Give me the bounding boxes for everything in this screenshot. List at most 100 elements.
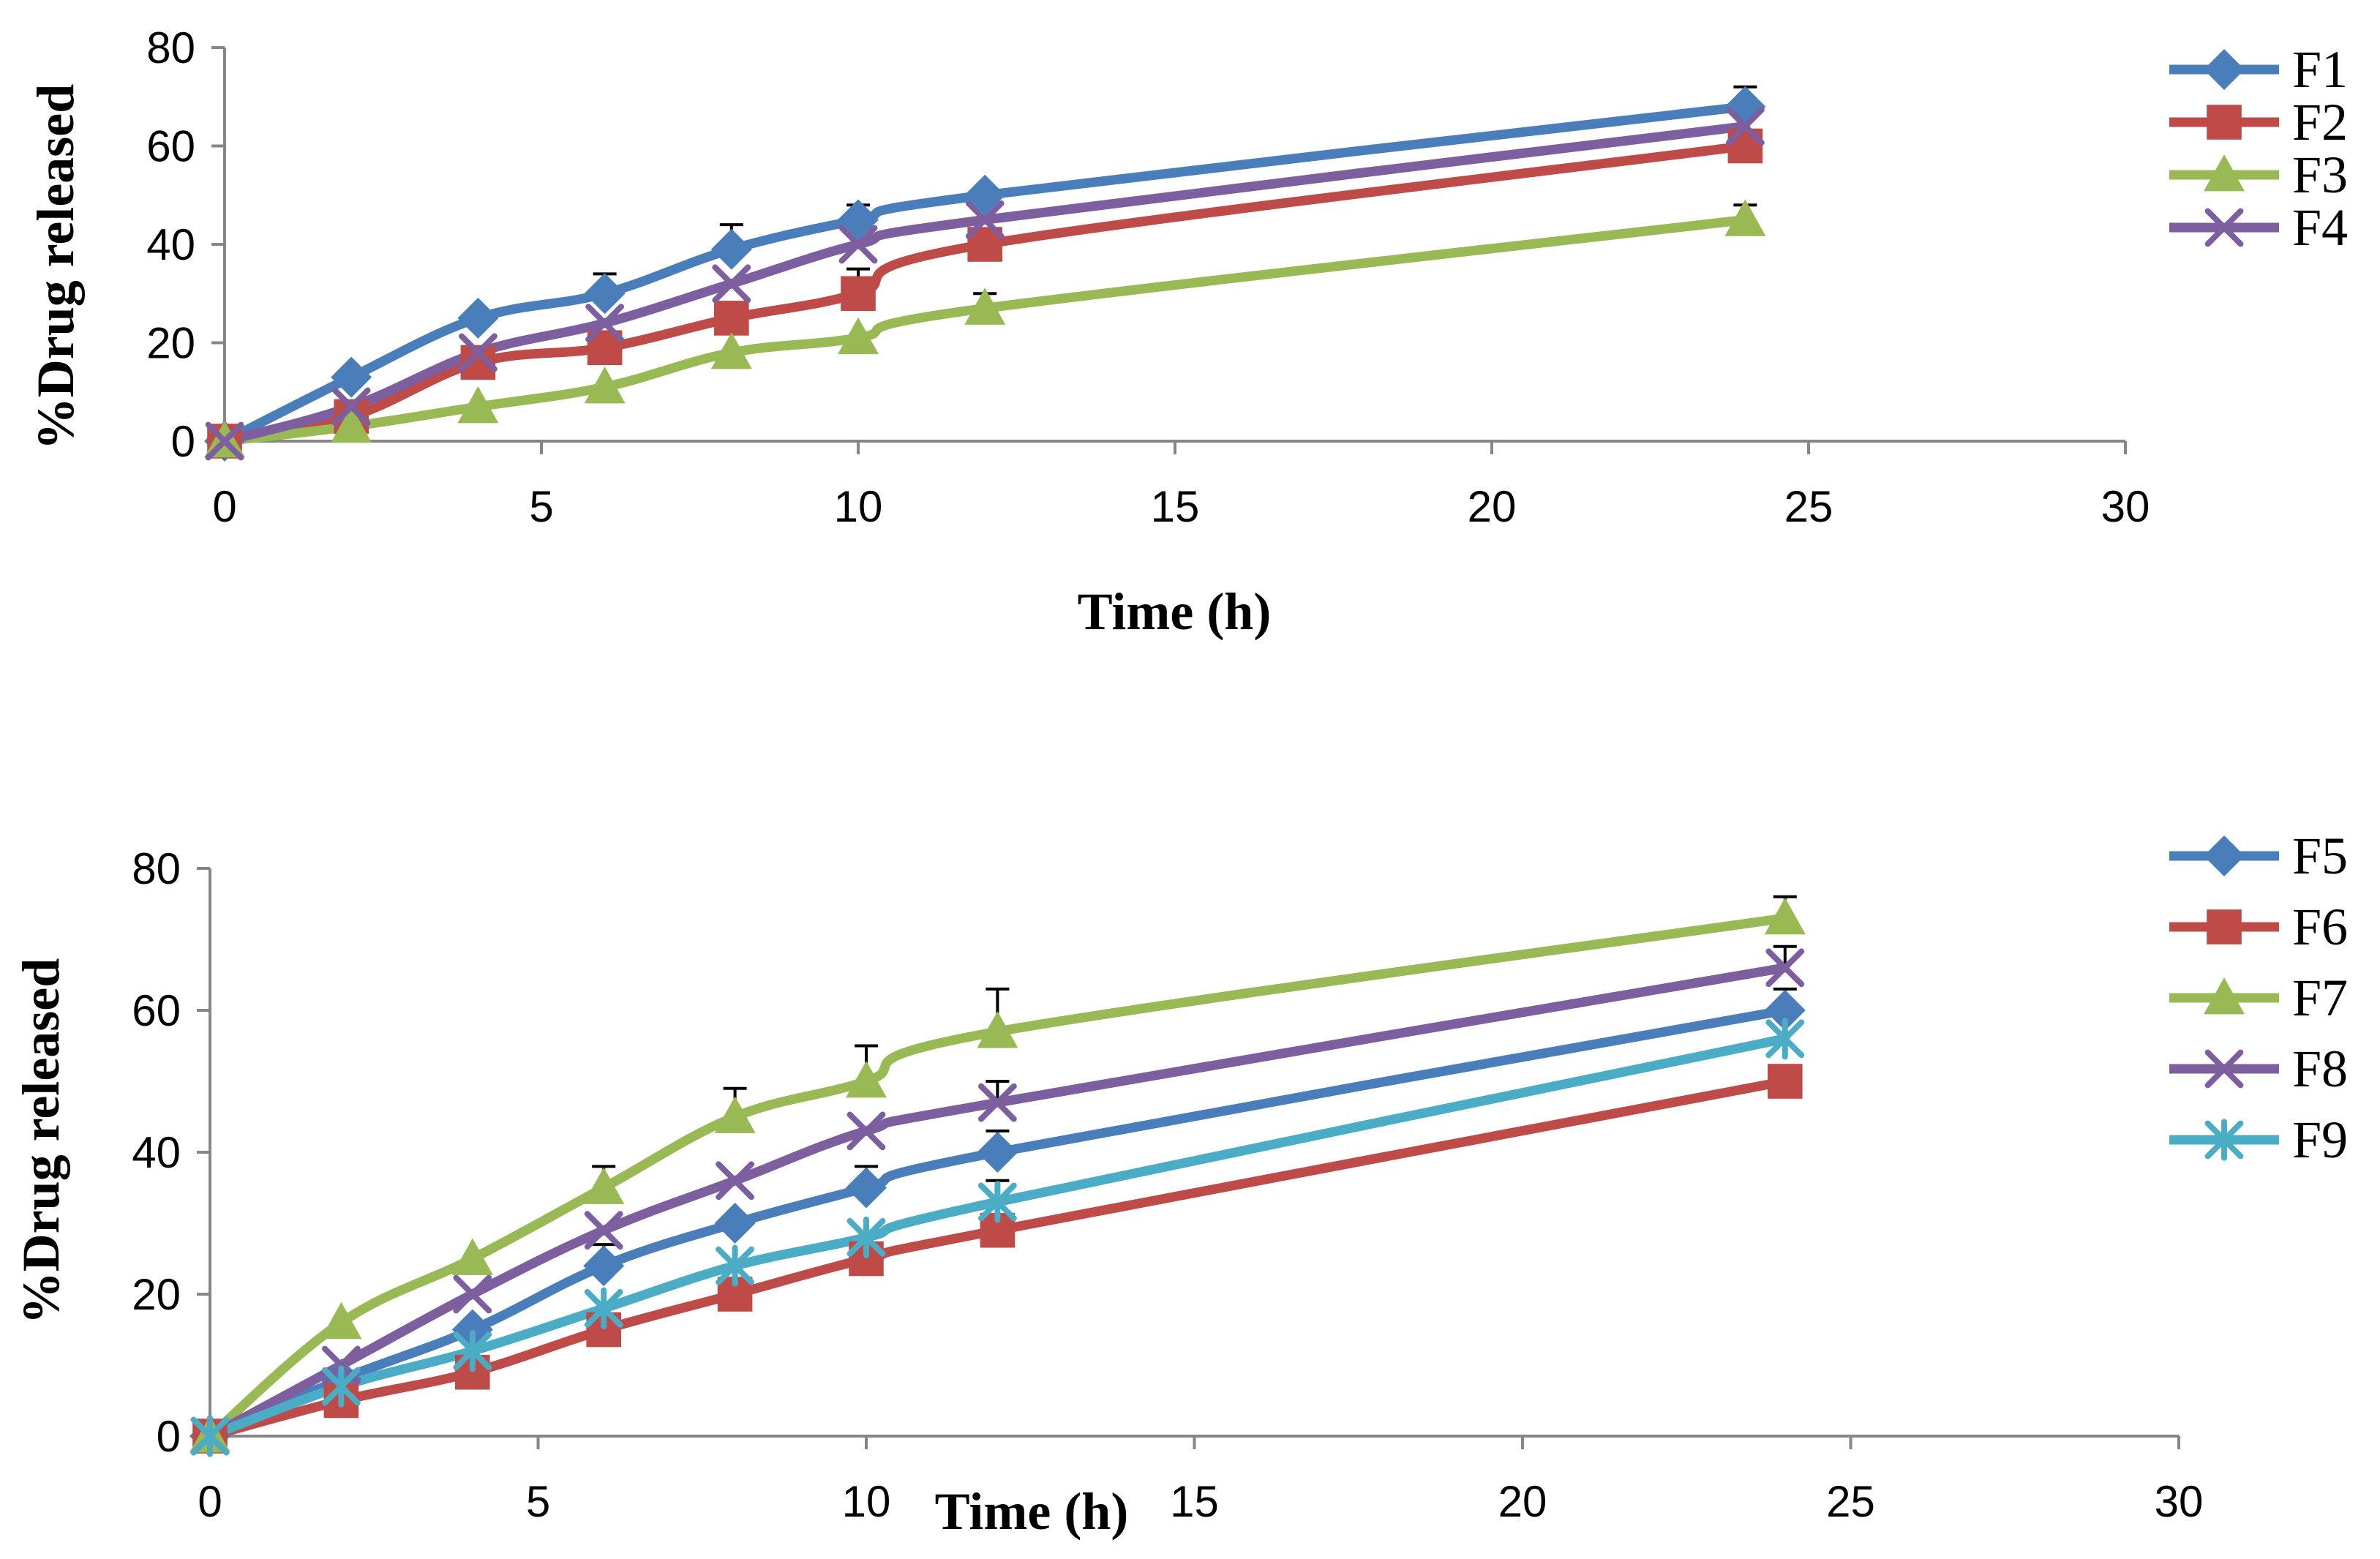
data-point-f5: [977, 1132, 1018, 1173]
x-tick-label: 5: [529, 482, 553, 531]
y-tick-labels-bottom: 0 20 40 60 80: [132, 844, 181, 1461]
data-point-f4: [965, 200, 1005, 239]
data-point-f3: [331, 405, 372, 443]
legend-item-f1: F1: [2169, 40, 2348, 99]
data-point-f4: [838, 225, 878, 264]
x-tick-label: 0: [198, 1477, 222, 1526]
legend-label: F6: [2292, 898, 2348, 956]
data-point-f5: [846, 1167, 887, 1209]
legend-marker-f3: [2204, 154, 2245, 192]
y-tick-label: 20: [132, 1270, 181, 1319]
y-tick-label: 0: [171, 417, 195, 466]
data-point-f3: [710, 331, 752, 369]
legend-marker-f5: [2204, 835, 2245, 876]
axes-bottom: [197, 867, 2180, 1449]
x-tick-label: 30: [2155, 1477, 2204, 1526]
series-line-f4: [219, 121, 1750, 446]
legend-marker-f7: [2204, 977, 2245, 1015]
legend-item-f4: F4: [2169, 198, 2348, 257]
chart-panel-top: 0 20 40 60 80 0 5 10 15 20 25 30 Time (h) %Drug re…: [26, 23, 2348, 641]
legend-label: F1: [2292, 40, 2348, 99]
data-point-f9: [846, 1216, 886, 1259]
data-point-f3: [838, 317, 879, 355]
data-point-f7: [1764, 897, 1806, 935]
legend-item-f2: F2: [2169, 93, 2348, 151]
legend-marker-f1: [2204, 49, 2245, 90]
y-tick-label: 40: [146, 220, 195, 269]
data-point-f7: [846, 1061, 887, 1098]
data-point-f5: [583, 1245, 625, 1287]
series-markers-bottom: [189, 897, 1806, 1457]
data-point-f2: [1727, 128, 1763, 164]
data-point-f8: [846, 1111, 886, 1151]
legend-item-f5: F5: [2169, 827, 2348, 885]
data-point-f3: [1724, 199, 1766, 236]
data-point-f8: [453, 1274, 492, 1314]
data-point-f4: [205, 421, 244, 461]
data-point-f9: [190, 1415, 230, 1457]
data-point-f8: [1765, 948, 1805, 988]
series-lines-bottom: [205, 913, 1790, 1441]
data-point-f8: [716, 1161, 754, 1201]
legend-item-f3: F3: [2169, 146, 2348, 204]
series-line-f1: [219, 102, 1750, 446]
legend-label: F3: [2292, 146, 2348, 204]
series-line-f8: [205, 963, 1790, 1441]
x-tick-label: 0: [212, 482, 236, 531]
x-tick-label: 20: [1498, 1477, 1547, 1526]
series-line-f2: [219, 141, 1750, 446]
x-tick-label: 25: [1784, 482, 1833, 531]
y-axis-title-bottom: %Drug released: [12, 958, 70, 1325]
legend-marker-f4: [2204, 208, 2244, 247]
data-point-f1: [457, 297, 499, 339]
x-tick-labels-bottom: 0 5 10 15 20 25 30: [198, 1477, 2203, 1526]
data-point-f7: [451, 1238, 493, 1275]
data-point-f8: [978, 1083, 1017, 1122]
data-point-f2: [841, 276, 876, 312]
data-point-f8: [584, 1211, 623, 1250]
legend-label: F7: [2292, 969, 2348, 1027]
y-tick-label: 80: [132, 844, 181, 893]
data-point-f3: [964, 288, 1006, 325]
y-tick-label: 0: [157, 1412, 181, 1461]
data-point-f9: [453, 1329, 492, 1372]
data-point-f1: [584, 273, 626, 315]
x-tick-label: 10: [834, 482, 883, 531]
series-line-f5: [205, 1005, 1790, 1441]
series-lines-top: [219, 102, 1750, 446]
legend-label: F2: [2292, 93, 2348, 151]
y-tick-label: 60: [132, 986, 181, 1035]
x-tick-label: 5: [526, 1477, 550, 1526]
data-point-f9: [978, 1181, 1017, 1223]
data-point-f7: [714, 1096, 756, 1133]
y-tick-label: 40: [132, 1128, 181, 1177]
data-point-f1: [710, 228, 752, 270]
data-point-f7: [977, 1011, 1018, 1048]
data-point-f5: [714, 1203, 756, 1244]
data-point-f9: [1765, 1018, 1805, 1060]
data-point-f4: [585, 304, 624, 342]
data-point-f7: [320, 1301, 362, 1340]
data-point-f5: [1764, 990, 1806, 1031]
x-tick-label: 15: [1170, 1477, 1219, 1526]
legend-label: F5: [2292, 827, 2348, 885]
data-point-f9: [584, 1287, 623, 1330]
x-tick-labels-top: 0 5 10 15 20 25 30: [212, 482, 2150, 531]
y-axis-title-top: %Drug released: [26, 84, 85, 451]
x-tick-label: 10: [842, 1477, 891, 1526]
data-point-f4: [1726, 107, 1765, 146]
x-tick-label: 30: [2101, 482, 2150, 531]
data-point-f2: [714, 301, 749, 336]
x-tick-label: 20: [1468, 482, 1517, 531]
legend-label: F4: [2292, 198, 2348, 257]
legend-marker-f8: [2204, 1049, 2244, 1089]
data-point-f3: [457, 386, 499, 424]
y-tick-label: 60: [146, 122, 195, 171]
data-point-f1: [331, 356, 372, 398]
legend-marker-f6: [2207, 909, 2242, 944]
series-markers-top: [204, 86, 1766, 462]
legend-marker-f9: [2204, 1119, 2244, 1161]
data-point-f6: [1768, 1064, 1803, 1099]
